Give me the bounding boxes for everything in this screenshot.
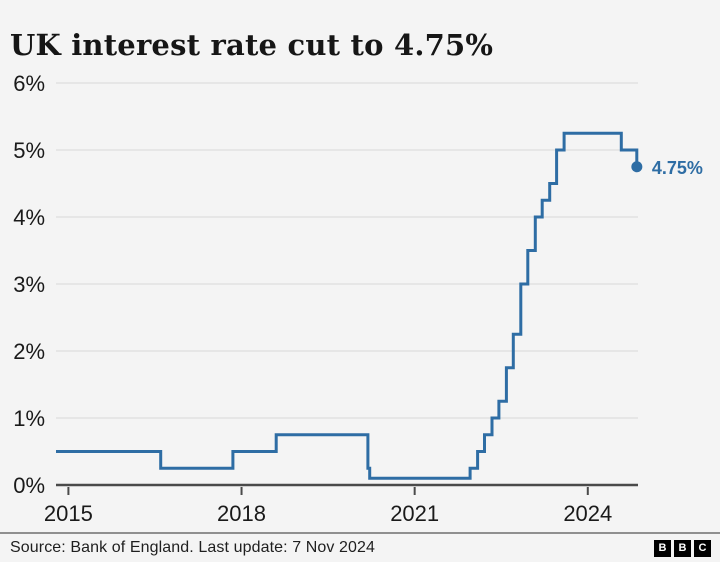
y-tick-label: 6%	[13, 71, 45, 96]
page-title: UK interest rate cut to 4.75%	[10, 28, 494, 63]
y-tick-label: 4%	[13, 205, 45, 230]
latest-value-dot	[631, 161, 643, 173]
x-tick-label: 2018	[217, 501, 266, 526]
bbc-logo-block: B	[654, 539, 671, 557]
y-tick-label: 3%	[13, 272, 45, 297]
footer: Source: Bank of England. Last update: 7 …	[0, 532, 720, 562]
rate-chart: 0% 1% 2% 3% 4% 5% 6% 2015 2018 2021 2024 4.75%	[13, 71, 703, 526]
y-tick-label: 2%	[13, 339, 45, 364]
y-tick-label: 5%	[13, 138, 45, 163]
chart-area: 0% 1% 2% 3% 4% 5% 6% 2015 2018 2021 2024 4.75%	[0, 60, 720, 532]
x-tick-label: 2024	[563, 501, 612, 526]
source-text: Source: Bank of England. Last update: 7 …	[10, 539, 376, 556]
bbc-logo-block: B	[674, 539, 691, 557]
bbc-logo-block: C	[694, 539, 711, 557]
x-tick-label: 2021	[390, 501, 439, 526]
latest-value-label: 4.75%	[652, 158, 703, 178]
x-tick-label: 2015	[44, 501, 93, 526]
y-tick-label: 0%	[13, 473, 45, 498]
rate-step-line	[56, 131, 639, 480]
y-tick-label: 1%	[13, 406, 45, 431]
